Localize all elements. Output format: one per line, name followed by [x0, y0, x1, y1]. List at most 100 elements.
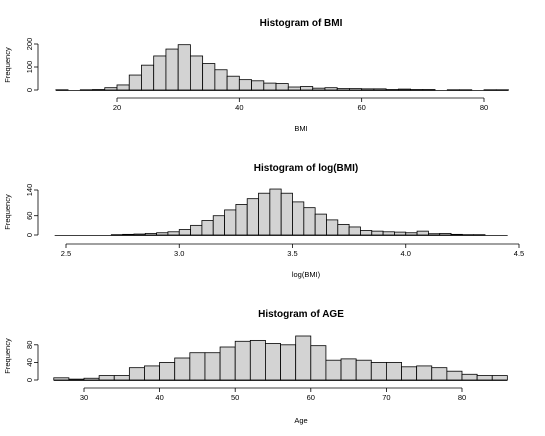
chart-2-y-tick-label: 60 [25, 212, 34, 220]
chart-3-bar-24 [401, 366, 418, 381]
chart-2-title: Histogram of log(BMI) [254, 163, 358, 174]
chart-2-bar-32 [405, 232, 418, 236]
chart-3-bar-25 [416, 365, 433, 381]
chart-3-bar-12 [219, 346, 236, 381]
chart-3-title: Histogram of AGE [258, 309, 344, 320]
chart-1-bar-25 [349, 88, 363, 91]
chart-1-bar-13 [202, 63, 216, 91]
chart-3-y-tick-label: 0 [25, 378, 34, 382]
chart-1-bar-20 [287, 86, 301, 91]
chart-3-bar-13 [234, 340, 251, 381]
chart-2-y-label: Frequency [3, 194, 12, 230]
chart-3-x-tick-label: 30 [80, 393, 88, 402]
chart-2-bar-30 [382, 231, 395, 236]
chart-1-bar-17 [251, 80, 265, 91]
chart-1-y-tick-label: 100 [25, 61, 34, 74]
chart-2-bar-8 [133, 233, 146, 236]
chart-3-x-label: Age [294, 416, 307, 425]
chart-2-y-tick-label: 0 [25, 233, 34, 237]
chart-1-bar-6 [116, 84, 130, 91]
chart-3-x-tick-label: 80 [458, 393, 466, 402]
chart-2-bar-28 [360, 230, 373, 236]
chart-3-x-tick-label: 40 [155, 393, 163, 402]
chart-3-bar-9 [174, 357, 191, 381]
chart-2-x-label: log(BMI) [292, 270, 321, 279]
chart-3-bar-16 [280, 344, 297, 381]
chart-3-y-label: Frequency [3, 338, 12, 374]
chart-3-bar-8 [159, 361, 176, 381]
chart-3-bar-30 [491, 375, 508, 381]
chart-1-bar-27 [373, 88, 387, 91]
chart-1-x-tick-label: 20 [113, 103, 121, 112]
chart-3-bar-29 [476, 375, 493, 381]
chart-1-y-tick-label: 200 [25, 38, 34, 51]
chart-3-bar-3 [83, 377, 100, 381]
chart-2-bar-27 [348, 226, 361, 236]
chart-2-bar-22 [292, 201, 305, 236]
chart-1-bar-9 [153, 55, 167, 91]
chart-1-x-label: BMI [294, 124, 307, 133]
chart-1-bar-21 [300, 86, 314, 91]
chart-1-bar-19 [275, 83, 289, 91]
chart-1-bar-12 [189, 55, 204, 91]
chart-2-x-tick-label: 3.5 [287, 249, 297, 258]
chart-2-bar-33 [416, 230, 429, 236]
chart-1-bar-10 [165, 48, 179, 91]
chart-1-y-tick-label: 0 [25, 88, 34, 92]
chart-3-bar-11 [204, 352, 221, 381]
chart-3-bar-22 [370, 361, 387, 381]
chart-3-bar-2 [68, 378, 85, 381]
chart-3-bar-6 [128, 367, 145, 381]
chart-3-bar-19 [325, 359, 342, 381]
chart-2-bar-10 [156, 232, 169, 236]
chart-1-bar-23 [324, 87, 338, 91]
chart-3-bar-23 [385, 361, 402, 381]
chart-3-y-tick-label: 80 [25, 341, 34, 349]
chart-2-bar-9 [144, 232, 157, 236]
chart-2-x-tick-label: 3.0 [174, 249, 184, 258]
chart-3-bar-4 [98, 375, 115, 381]
chart-2-bar-17 [235, 204, 248, 236]
chart-2-bar-20 [269, 188, 282, 236]
chart-3-x-tick-label: 50 [231, 393, 239, 402]
chart-3-y-tick-label: 40 [25, 358, 34, 366]
chart-3-bar-5 [113, 375, 130, 381]
chart-3-bar-10 [189, 352, 206, 381]
chart-2-bar-19 [258, 192, 271, 236]
chart-3-bar-15 [265, 343, 281, 381]
chart-1-x-tick-label: 80 [480, 103, 488, 112]
chart-2-bar-18 [246, 198, 259, 236]
chart-1-bar-24 [336, 88, 350, 91]
chart-2-bar-11 [167, 231, 180, 236]
chart-3-bar-18 [310, 345, 327, 381]
chart-1-bar-15 [226, 75, 240, 91]
chart-2-bar-14 [201, 220, 214, 236]
chart-1-bar-14 [214, 69, 228, 91]
chart-1-bar-18 [263, 82, 277, 91]
chart-2-bar-34 [427, 233, 441, 236]
chart-3-bar-27 [446, 370, 463, 381]
chart-2-bar-25 [326, 219, 339, 236]
chart-1-bar-16 [238, 79, 252, 91]
chart-2-bar-15 [212, 215, 225, 236]
chart-2-x-tick-label: 4.0 [401, 249, 411, 258]
chart-2-x-tick-label: 4.5 [514, 249, 524, 258]
chart-2-bar-12 [178, 229, 191, 236]
chart-1-bar-11 [177, 44, 191, 91]
chart-3-bar-17 [295, 335, 312, 381]
chart-2-bar-36 [450, 233, 463, 236]
chart-1-bar-5 [104, 87, 118, 91]
chart-2-bar-16 [224, 209, 237, 236]
chart-1-title: Histogram of BMI [260, 18, 343, 29]
chart-2-bar-35 [439, 232, 452, 236]
chart-1-x-tick-label: 60 [357, 103, 365, 112]
chart-2-x-tick-label: 2.5 [61, 249, 71, 258]
chart-2-bar-29 [371, 230, 384, 236]
chart-1-bar-7 [128, 74, 142, 91]
chart-3-bar-1 [53, 377, 70, 381]
chart-2-bar-24 [314, 213, 327, 236]
chart-2-bar-26 [337, 223, 350, 236]
chart-2-bar-13 [190, 224, 203, 236]
chart-2-y-tick-label: 140 [25, 184, 34, 197]
